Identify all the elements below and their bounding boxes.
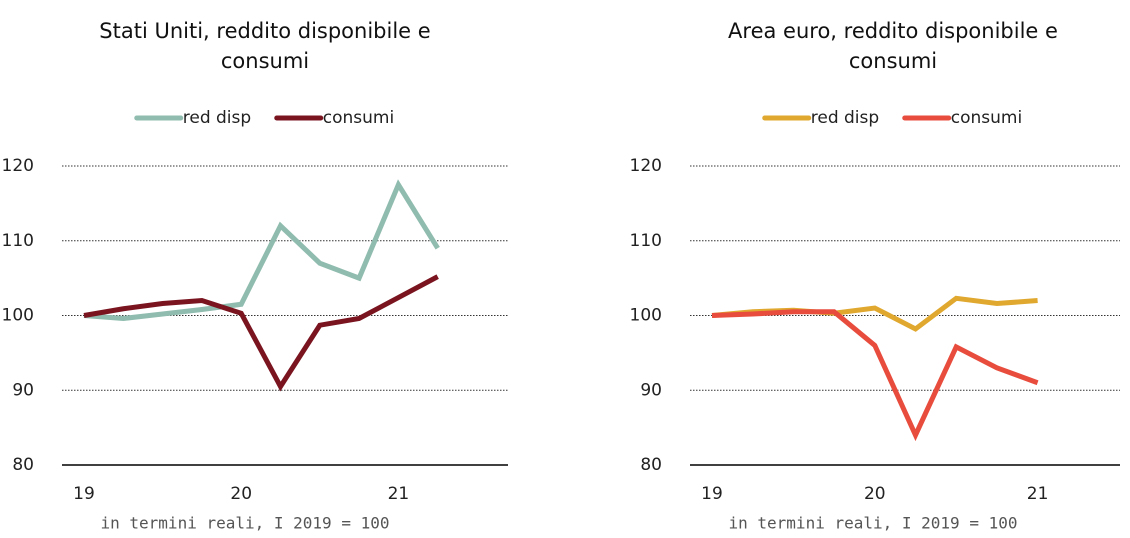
legend-label: consumi xyxy=(951,108,1022,128)
legend-label: red disp xyxy=(183,108,251,128)
series-line xyxy=(83,274,439,392)
x-tick-label: 21 xyxy=(388,484,410,504)
y-tick-label: 90 xyxy=(640,380,662,400)
x-tick-label: 19 xyxy=(701,484,723,504)
x-tick-label: 21 xyxy=(1027,484,1049,504)
y-tick-label: 120 xyxy=(2,156,34,176)
legend-label: consumi xyxy=(323,108,394,128)
chart-title: Stati Uniti, reddito disponibile e consu… xyxy=(99,19,431,73)
y-tick-label: 110 xyxy=(630,231,662,251)
y-tick-label: 100 xyxy=(630,306,662,326)
y-tick-label: 90 xyxy=(12,380,34,400)
legend-label: red disp xyxy=(811,108,879,128)
annotation: in termini reali, I 2019 = 100 xyxy=(101,514,390,533)
x-tick-label: 20 xyxy=(230,484,252,504)
y-tick-label: 100 xyxy=(2,306,34,326)
y-tick-label: 120 xyxy=(630,156,662,176)
y-tick-label: 80 xyxy=(640,455,662,475)
chart-title: Area euro, reddito disponibile e consumi xyxy=(728,19,1058,73)
x-tick-label: 19 xyxy=(73,484,95,504)
series-line xyxy=(83,179,440,322)
annotation: in termini reali, I 2019 = 100 xyxy=(729,514,1018,533)
x-tick-label: 20 xyxy=(864,484,886,504)
series-line xyxy=(711,309,1039,442)
y-tick-label: 110 xyxy=(2,231,34,251)
y-tick-label: 80 xyxy=(12,455,34,475)
